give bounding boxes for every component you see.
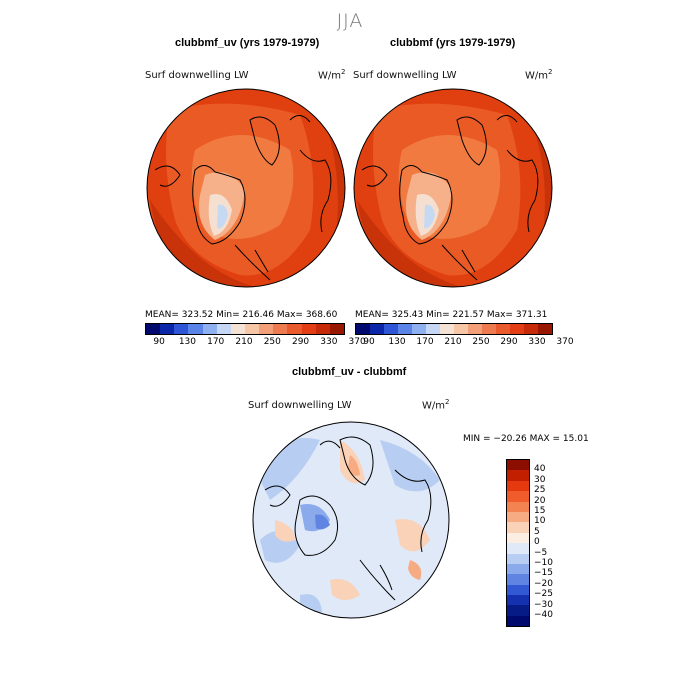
colorbar-tick-label: 330 bbox=[320, 337, 338, 347]
colorbar-swatch bbox=[507, 522, 529, 533]
panel1-title: clubbmf_uv (yrs 1979-1979) bbox=[175, 37, 320, 49]
colorbar-swatch bbox=[287, 324, 302, 334]
colorbar-swatch bbox=[524, 324, 538, 334]
colorbar-tick-label: −15 bbox=[534, 568, 553, 579]
colorbar-swatch bbox=[507, 574, 529, 585]
colorbar-swatch bbox=[510, 324, 524, 334]
panel1-colorbar bbox=[145, 323, 345, 335]
panel2-units: W/m2 bbox=[525, 68, 553, 82]
colorbar-swatch bbox=[146, 324, 161, 334]
colorbar-swatch bbox=[507, 543, 529, 554]
colorbar-tick-label: 170 bbox=[207, 337, 225, 347]
colorbar-tick-label: 170 bbox=[416, 337, 434, 347]
colorbar-tick-label: 15 bbox=[534, 506, 546, 516]
colorbar-swatch bbox=[398, 324, 412, 334]
colorbar-tick-label: 130 bbox=[388, 337, 406, 347]
colorbar-swatch bbox=[384, 324, 398, 334]
colorbar-tick-label: 40 bbox=[534, 464, 546, 475]
colorbar-swatch bbox=[507, 595, 529, 606]
colorbar-swatch bbox=[216, 324, 231, 334]
colorbar-swatch bbox=[244, 324, 260, 334]
panel2-title: clubbmf (yrs 1979-1979) bbox=[390, 37, 516, 49]
colorbar-tick-label: 10 bbox=[534, 516, 546, 527]
colorbar-swatch bbox=[454, 324, 468, 334]
colorbar-swatch bbox=[202, 324, 217, 334]
colorbar-swatch bbox=[356, 324, 370, 334]
colorbar-swatch bbox=[315, 324, 330, 334]
panel2-stats: MEAN= 325.43 Min= 221.57 Max= 371.31 bbox=[355, 310, 548, 320]
colorbar-tick-label: 30 bbox=[534, 474, 546, 485]
colorbar-tick-label: 330 bbox=[528, 337, 546, 347]
colorbar-tick-label: 90 bbox=[153, 337, 165, 347]
colorbar-tick-label: 210 bbox=[444, 337, 462, 347]
colorbar-swatch bbox=[426, 324, 440, 334]
colorbar-swatch bbox=[507, 511, 529, 523]
colorbar-swatch bbox=[507, 491, 529, 502]
panel3-title: clubbmf_uv - clubbmf bbox=[292, 366, 407, 378]
colorbar-swatch bbox=[507, 615, 529, 627]
colorbar-tick-label: 370 bbox=[556, 337, 574, 347]
colorbar-swatch bbox=[273, 324, 288, 334]
panel1-variable: Surf downwelling LW bbox=[145, 70, 249, 81]
colorbar-tick-label: 25 bbox=[534, 485, 546, 496]
colorbar-swatch bbox=[370, 324, 384, 334]
colorbar-swatch bbox=[507, 605, 529, 616]
colorbar-tick-label: −5 bbox=[534, 547, 548, 558]
panel1-stats: MEAN= 323.52 Min= 216.46 Max= 368.60 bbox=[145, 310, 338, 320]
panel3-units: W/m2 bbox=[422, 398, 450, 412]
colorbar-swatch bbox=[188, 324, 203, 334]
colorbar-tick-label: 290 bbox=[500, 337, 518, 347]
colorbar-swatch bbox=[538, 324, 552, 334]
colorbar-tick-label: 370 bbox=[348, 337, 366, 347]
colorbar-swatch bbox=[230, 324, 245, 334]
colorbar-tick-label: 250 bbox=[263, 337, 281, 347]
colorbar-swatch bbox=[507, 563, 529, 575]
panel2-colorbar bbox=[355, 323, 553, 335]
season-title: JJA bbox=[336, 10, 364, 32]
colorbar-swatch bbox=[160, 324, 175, 334]
colorbar-swatch bbox=[440, 324, 454, 334]
colorbar-swatch bbox=[482, 324, 496, 334]
colorbar-swatch bbox=[496, 324, 510, 334]
colorbar-swatch bbox=[301, 324, 316, 334]
colorbar-tick-label: −25 bbox=[534, 589, 553, 600]
panel2-map bbox=[354, 89, 552, 287]
colorbar-tick-label: 90 bbox=[363, 337, 375, 347]
colorbar-swatch bbox=[507, 532, 529, 544]
colorbar-swatch bbox=[507, 480, 529, 492]
colorbar-tick-label: 130 bbox=[178, 337, 197, 347]
colorbar-tick-label: 210 bbox=[235, 337, 253, 347]
colorbar-tick-label: 0 bbox=[534, 537, 540, 548]
colorbar-tick-label: −30 bbox=[534, 599, 553, 610]
colorbar-swatch bbox=[468, 324, 482, 334]
colorbar-tick-label: 250 bbox=[472, 337, 490, 347]
colorbar-swatch bbox=[507, 584, 529, 596]
colorbar-swatch bbox=[507, 501, 529, 512]
colorbar-tick-label: 290 bbox=[291, 337, 310, 347]
colorbar-swatch bbox=[507, 553, 529, 564]
panel3-variable: Surf downwelling LW bbox=[248, 400, 352, 411]
colorbar-swatch bbox=[259, 324, 274, 334]
panel2-variable: Surf downwelling LW bbox=[353, 70, 457, 81]
panel1-map bbox=[147, 89, 345, 287]
colorbar-swatch bbox=[329, 324, 344, 334]
panel3-map bbox=[253, 422, 449, 618]
colorbar-swatch bbox=[412, 324, 426, 334]
colorbar-tick-label: −10 bbox=[534, 558, 553, 568]
panel1-units: W/m2 bbox=[318, 68, 346, 82]
colorbar-tick-label: −20 bbox=[534, 578, 553, 589]
colorbar-swatch bbox=[174, 324, 189, 334]
panel3-stats: MIN = −20.26 MAX = 15.01 bbox=[463, 434, 589, 444]
colorbar-tick-label: 5 bbox=[534, 526, 540, 537]
colorbar-tick-label: 20 bbox=[534, 495, 546, 506]
colorbar-tick-label: −40 bbox=[534, 610, 553, 620]
colorbar-swatch bbox=[507, 460, 529, 471]
panel3-colorbar bbox=[506, 459, 530, 628]
colorbar-swatch bbox=[507, 470, 529, 481]
